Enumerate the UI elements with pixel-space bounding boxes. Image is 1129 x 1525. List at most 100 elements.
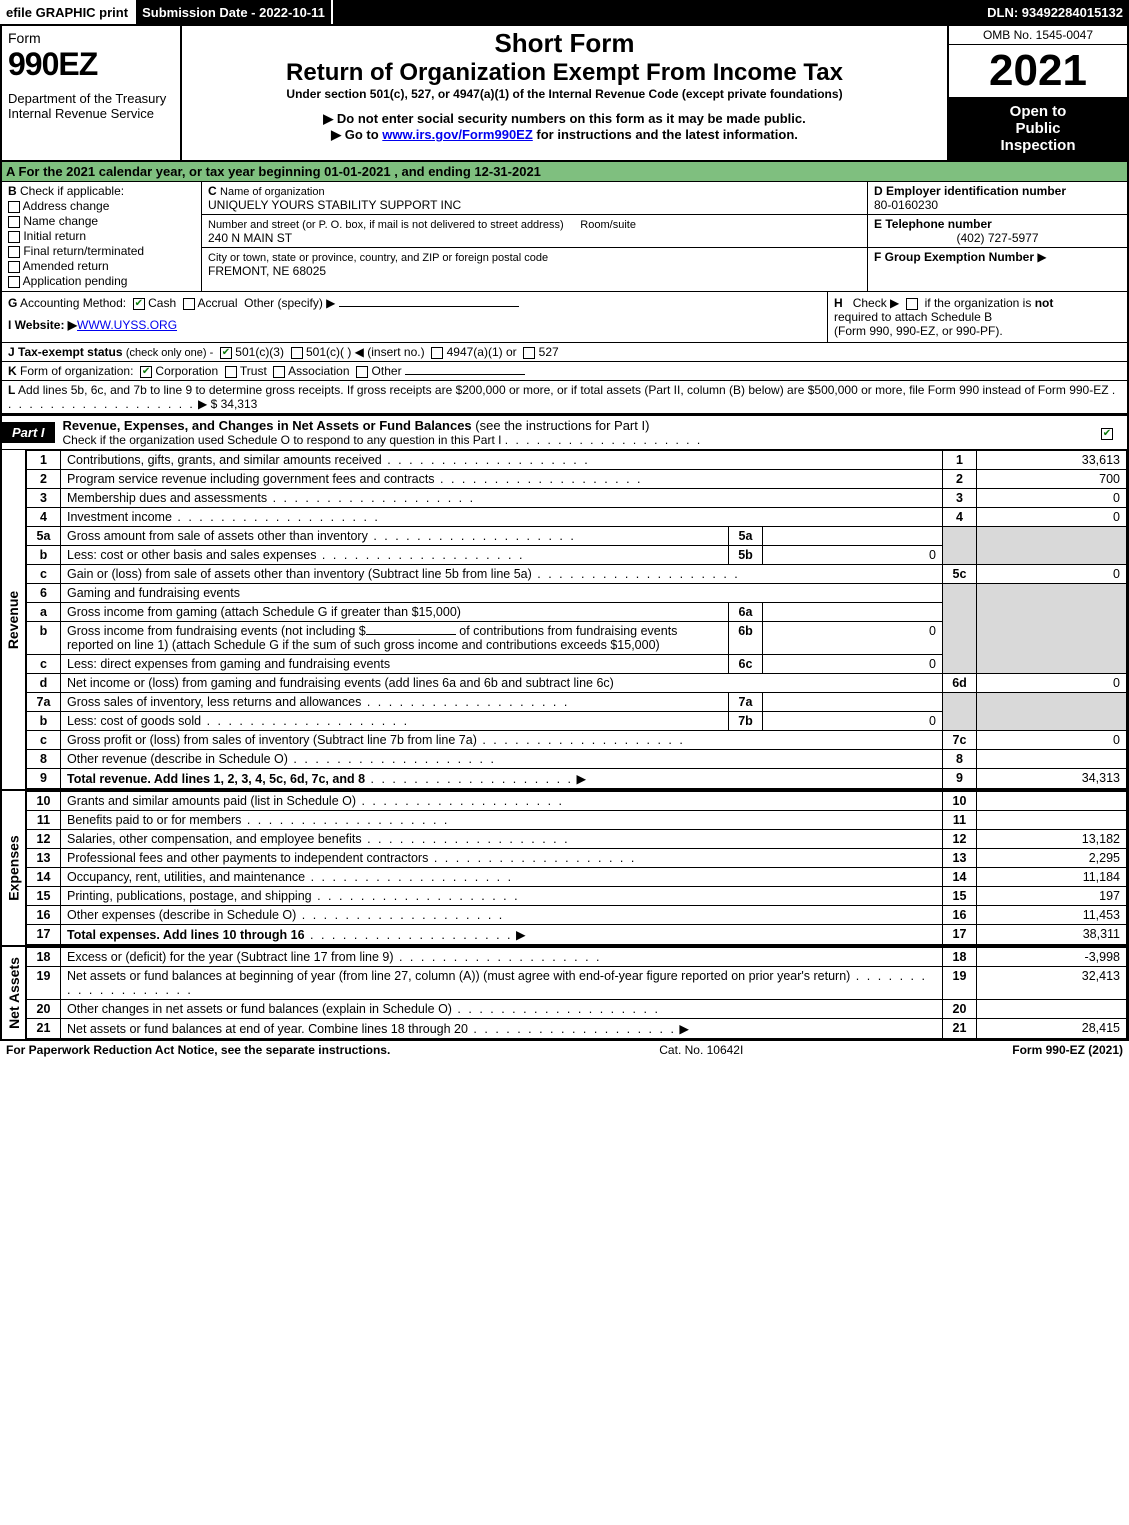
- k-other-checkbox[interactable]: [356, 366, 368, 378]
- line-6-val-grey: [977, 584, 1127, 674]
- line-15-num: 15: [27, 887, 61, 906]
- j-501c3-checkbox[interactable]: [220, 347, 232, 359]
- line-7c-desc: Gross profit or (loss) from sales of inv…: [61, 731, 943, 750]
- return-title: Return of Organization Exempt From Incom…: [188, 59, 941, 87]
- open-line3: Inspection: [953, 137, 1123, 154]
- line-15-rn: 15: [943, 887, 977, 906]
- line-19-desc: Net assets or fund balances at beginning…: [61, 967, 943, 1000]
- open-line2: Public: [953, 120, 1123, 137]
- line-18: 18 Excess or (deficit) for the year (Sub…: [27, 948, 1127, 967]
- j-527-label: 527: [539, 345, 559, 359]
- other-specify-input[interactable]: [339, 306, 519, 307]
- line-3-desc: Membership dues and assessments: [61, 489, 943, 508]
- city-value: FREMONT, NE 68025: [208, 264, 326, 278]
- line-18-num: 18: [27, 948, 61, 967]
- line-6-rn-grey: [943, 584, 977, 674]
- line-17-rn: 17: [943, 925, 977, 945]
- website-link[interactable]: WWW.UYSS.ORG: [77, 318, 177, 332]
- line-17: 17 Total expenses. Add lines 10 through …: [27, 925, 1127, 945]
- line-7c: c Gross profit or (loss) from sales of i…: [27, 731, 1127, 750]
- street-value: 240 N MAIN ST: [208, 231, 292, 245]
- line-6b-amount-input[interactable]: [366, 634, 456, 635]
- k-assoc-checkbox[interactable]: [273, 366, 285, 378]
- line-7b-num: b: [27, 712, 61, 731]
- e-label: E Telephone number: [874, 217, 992, 231]
- j-501c3-label: 501(c)(3): [235, 345, 284, 359]
- line-11-num: 11: [27, 811, 61, 830]
- irs-label: Internal Revenue Service: [8, 106, 174, 121]
- city-label: City or town, state or province, country…: [208, 252, 548, 264]
- line-21-rn: 21: [943, 1019, 977, 1039]
- line-21-num: 21: [27, 1019, 61, 1039]
- line-18-rn: 18: [943, 948, 977, 967]
- line-5a-mv: [763, 527, 943, 546]
- line-2-rn: 2: [943, 470, 977, 489]
- k-trust-checkbox[interactable]: [225, 366, 237, 378]
- address-change-label: Address change: [23, 199, 110, 213]
- line-21-desc: Net assets or fund balances at end of ye…: [61, 1019, 943, 1039]
- l-amount: $ 34,313: [211, 397, 258, 411]
- accrual-label: Accrual: [197, 296, 237, 310]
- line-2-num: 2: [27, 470, 61, 489]
- col-b-mid: C Name of organization UNIQUELY YOURS ST…: [202, 182, 867, 291]
- initial-return-checkbox[interactable]: [8, 231, 20, 243]
- line-3: 3 Membership dues and assessments 3 0: [27, 489, 1127, 508]
- line-16-val: 11,453: [977, 906, 1127, 925]
- line-20-val: [977, 1000, 1127, 1019]
- revenue-section: Revenue 1 Contributions, gifts, grants, …: [2, 450, 1127, 789]
- schedule-b-checkbox[interactable]: [906, 298, 918, 310]
- line-16-desc: Other expenses (describe in Schedule O): [61, 906, 943, 925]
- j-4947-label: 4947(a)(1) or: [447, 345, 517, 359]
- j-4947-checkbox[interactable]: [431, 347, 443, 359]
- section-b: B Check if applicable: Address change Na…: [2, 182, 1127, 292]
- other-specify-label: Other (specify) ▶: [244, 296, 335, 310]
- part-i-title: Revenue, Expenses, and Changes in Net As…: [55, 416, 1087, 449]
- line-5b-mv: 0: [763, 546, 943, 565]
- k-other-input[interactable]: [405, 374, 525, 375]
- line-5c-val: 0: [977, 565, 1127, 584]
- line-5a-mn: 5a: [729, 527, 763, 546]
- address-change-checkbox[interactable]: [8, 201, 20, 213]
- line-6d-num: d: [27, 674, 61, 693]
- accrual-checkbox[interactable]: [183, 298, 195, 310]
- application-pending-checkbox[interactable]: [8, 276, 20, 288]
- line-6d: d Net income or (loss) from gaming and f…: [27, 674, 1127, 693]
- efile-print-label[interactable]: efile GRAPHIC print: [0, 0, 136, 24]
- i-website-label: I Website: ▶: [8, 318, 77, 332]
- line-6a-num: a: [27, 603, 61, 622]
- part-i-schedule-o-check: [1087, 425, 1127, 440]
- line-5b-desc: Less: cost or other basis and sales expe…: [61, 546, 729, 565]
- line-4-num: 4: [27, 508, 61, 527]
- k-label: K: [8, 364, 17, 378]
- street-cell: Number and street (or P. O. box, if mail…: [202, 215, 867, 248]
- line-5c-rn: 5c: [943, 565, 977, 584]
- line-17-desc: Total expenses. Add lines 10 through 16 …: [61, 925, 943, 945]
- line-13-rn: 13: [943, 849, 977, 868]
- line-3-rn: 3: [943, 489, 977, 508]
- j-501c-checkbox[interactable]: [291, 347, 303, 359]
- line-6a-mv: [763, 603, 943, 622]
- line-7a-desc: Gross sales of inventory, less returns a…: [61, 693, 729, 712]
- schedule-o-checkbox[interactable]: [1101, 428, 1113, 440]
- d-label: D Employer identification number: [874, 184, 1066, 198]
- amended-return-label: Amended return: [23, 259, 109, 273]
- tax-year: 2021: [949, 45, 1127, 97]
- cash-checkbox[interactable]: [133, 298, 145, 310]
- k-corp-checkbox[interactable]: [140, 366, 152, 378]
- line-6b-num: b: [27, 622, 61, 655]
- check-if-label: Check if applicable:: [20, 184, 124, 198]
- line-9-desc: Total revenue. Add lines 1, 2, 3, 4, 5c,…: [61, 769, 943, 789]
- line-8-rn: 8: [943, 750, 977, 769]
- line-6a-desc: Gross income from gaming (attach Schedul…: [61, 603, 729, 622]
- line-5a-num: 5a: [27, 527, 61, 546]
- final-return-checkbox[interactable]: [8, 246, 20, 258]
- line-4-val: 0: [977, 508, 1127, 527]
- line-12-val: 13,182: [977, 830, 1127, 849]
- k-form-of-org: K Form of organization: Corporation Trus…: [2, 362, 1127, 381]
- line-10-rn: 10: [943, 792, 977, 811]
- line-21: 21 Net assets or fund balances at end of…: [27, 1019, 1127, 1039]
- amended-return-checkbox[interactable]: [8, 261, 20, 273]
- j-527-checkbox[interactable]: [523, 347, 535, 359]
- name-change-checkbox[interactable]: [8, 216, 20, 228]
- irs-link[interactable]: www.irs.gov/Form990EZ: [382, 127, 533, 142]
